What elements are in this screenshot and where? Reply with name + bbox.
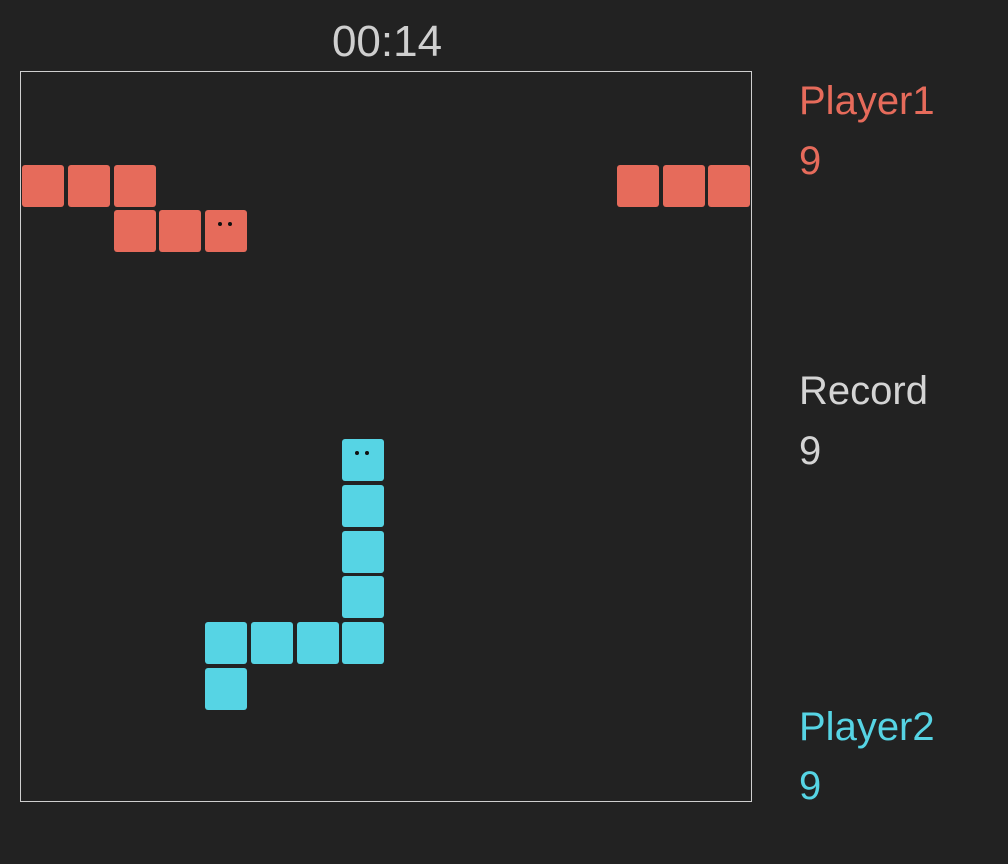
player2-snake-segment xyxy=(205,667,247,710)
player2-snake-segment xyxy=(296,622,339,664)
player2-snake-segment xyxy=(205,622,247,664)
snake-eye-icon xyxy=(355,451,360,455)
player1-label: Player1 xyxy=(799,79,935,123)
player2-score: 9 xyxy=(799,764,822,808)
player2-label: Player2 xyxy=(799,705,935,749)
record-label: Record xyxy=(799,369,928,413)
player1-snake-segment xyxy=(22,164,64,207)
snake-eye-icon xyxy=(228,222,232,227)
snake-eye-icon xyxy=(218,222,222,227)
player2-snake-head xyxy=(342,439,385,481)
player2-snake-segment xyxy=(342,576,385,619)
player1-snake-segment xyxy=(616,164,659,207)
player2-snake-segment xyxy=(342,484,385,527)
player2-snake-segment xyxy=(342,622,385,664)
player1-snake-segment xyxy=(67,164,110,207)
player1-score: 9 xyxy=(799,139,822,183)
player1-snake-segment xyxy=(708,164,751,207)
record-score: 9 xyxy=(799,429,822,473)
timer: 00:14 xyxy=(331,17,443,66)
game-board xyxy=(20,71,752,802)
player2-snake-segment xyxy=(250,622,293,664)
player2-snake-segment xyxy=(342,530,385,573)
player1-snake-head xyxy=(205,210,247,253)
player1-snake-segment xyxy=(113,210,156,253)
player1-snake-segment xyxy=(113,164,156,207)
snake-eye-icon xyxy=(365,451,370,455)
player1-snake-segment xyxy=(159,210,202,253)
player1-snake-segment xyxy=(662,164,705,207)
